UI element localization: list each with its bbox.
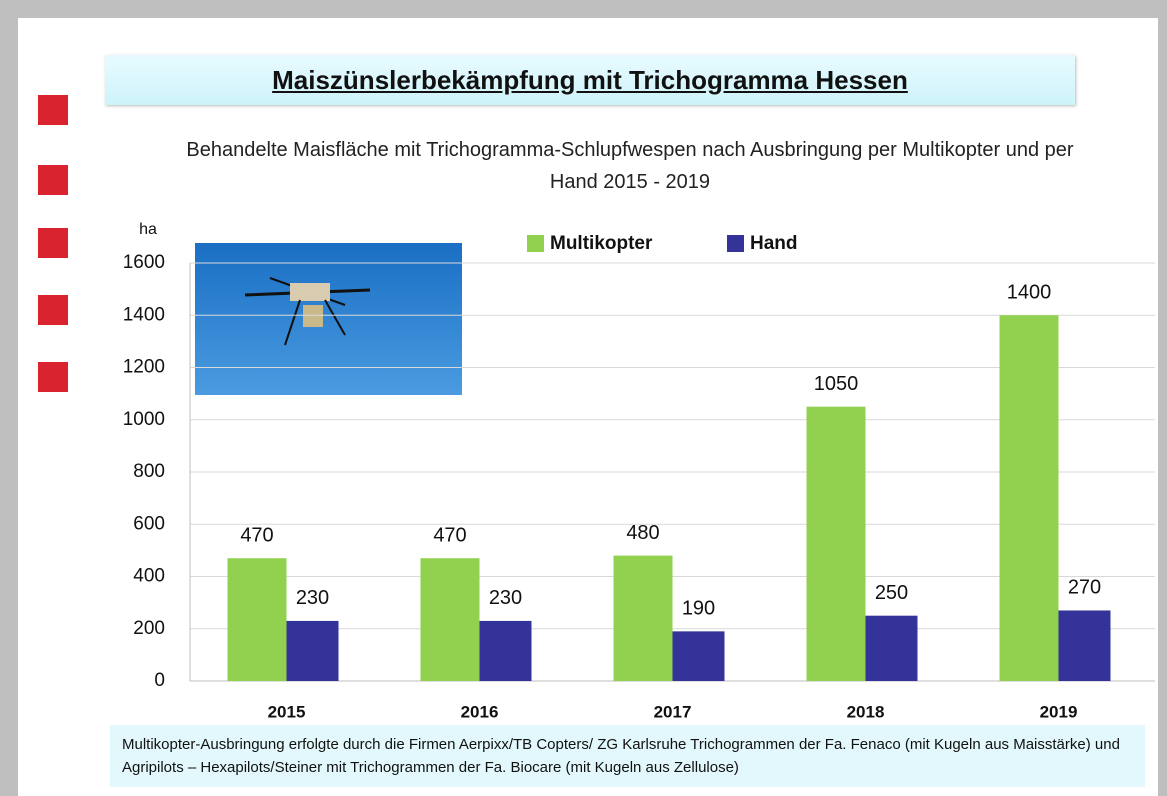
bar bbox=[613, 555, 673, 681]
y-tick-label: 1000 bbox=[123, 409, 165, 430]
y-tick-label: 200 bbox=[133, 618, 165, 639]
data-label: 230 bbox=[296, 587, 329, 609]
data-label: 270 bbox=[1068, 577, 1101, 599]
y-tick-label: 1600 bbox=[123, 252, 165, 273]
x-tick-label: 2017 bbox=[654, 702, 692, 721]
bar bbox=[1058, 610, 1111, 681]
legend-swatch bbox=[527, 235, 544, 252]
bar bbox=[286, 620, 339, 681]
bullet-square bbox=[38, 95, 68, 125]
slide bbox=[18, 18, 1158, 796]
y-axis-label: ha bbox=[139, 221, 157, 238]
bar bbox=[999, 315, 1059, 681]
data-label: 190 bbox=[682, 598, 715, 620]
bar bbox=[479, 620, 532, 681]
data-label: 250 bbox=[875, 582, 908, 604]
data-label: 470 bbox=[240, 524, 273, 546]
data-label: 230 bbox=[489, 587, 522, 609]
data-label: 480 bbox=[626, 522, 659, 544]
y-tick-label: 0 bbox=[154, 670, 165, 691]
x-tick-label: 2019 bbox=[1040, 702, 1078, 721]
subtitle: Behandelte Maisfläche mit Trichogramma-S… bbox=[186, 139, 1074, 193]
title-box: Maiszünslerbekämpfung mit Trichogramma H… bbox=[105, 55, 1075, 105]
y-tick-label: 1400 bbox=[123, 304, 165, 325]
bullet-square bbox=[38, 228, 68, 258]
data-label: 1050 bbox=[814, 373, 859, 395]
x-tick-label: 2015 bbox=[268, 702, 306, 721]
bullet-square bbox=[38, 362, 68, 392]
photo bbox=[195, 243, 462, 395]
bullet-square bbox=[38, 295, 68, 325]
y-tick-label: 400 bbox=[133, 566, 165, 587]
y-tick-label: 1200 bbox=[123, 357, 165, 378]
data-label: 1400 bbox=[1007, 282, 1052, 304]
bar bbox=[227, 558, 287, 681]
bar bbox=[865, 615, 918, 681]
bullet-square bbox=[38, 165, 68, 195]
footnote: Multikopter-Ausbringung erfolgte durch d… bbox=[110, 725, 1145, 787]
legend-label: Multikopter bbox=[550, 233, 653, 254]
legend-swatch bbox=[727, 235, 744, 252]
bar bbox=[420, 558, 480, 681]
x-tick-label: 2016 bbox=[461, 702, 499, 721]
y-tick-label: 800 bbox=[133, 461, 165, 482]
legend-label: Hand bbox=[750, 233, 798, 254]
data-label: 470 bbox=[433, 524, 466, 546]
x-tick-label: 2018 bbox=[847, 702, 885, 721]
bar bbox=[672, 631, 725, 681]
title: Maiszünslerbekämpfung mit Trichogramma H… bbox=[272, 65, 908, 95]
bar bbox=[806, 406, 866, 681]
y-tick-label: 600 bbox=[133, 513, 165, 534]
